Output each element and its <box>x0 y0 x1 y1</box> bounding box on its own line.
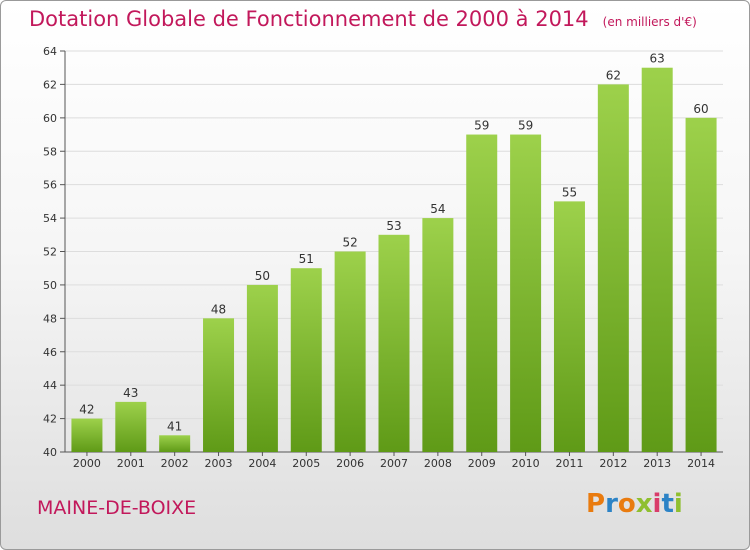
bar <box>159 435 191 452</box>
value-label: 55 <box>562 185 577 199</box>
proxiti-logo: Proxiti <box>586 489 683 519</box>
x-tick-label: 2011 <box>555 457 583 470</box>
x-tick-label: 2005 <box>292 457 320 470</box>
value-label: 54 <box>430 202 445 216</box>
bar <box>378 234 410 452</box>
brand-letter: i <box>673 489 683 519</box>
bar <box>641 67 673 452</box>
tick-labels: 40 42 44 46 48 50 52 54 56 58 60 62 64 2000 2001 2002 20… <box>43 45 715 470</box>
y-tick-label: 46 <box>43 346 57 359</box>
y-tick-label: 44 <box>43 379 57 392</box>
bar <box>422 218 454 452</box>
chart-unit: (en milliers d'€) <box>602 15 697 29</box>
bar <box>553 201 585 452</box>
brand-letter: P <box>586 489 606 519</box>
value-label: 53 <box>386 219 401 233</box>
y-tick-label: 48 <box>43 312 57 325</box>
bar <box>115 401 147 452</box>
bar <box>466 134 498 452</box>
x-tick-label: 2000 <box>73 457 101 470</box>
brand-letter: r <box>605 489 618 519</box>
bar <box>685 117 717 452</box>
x-tick-label: 2001 <box>117 457 145 470</box>
x-tick-label: 2009 <box>468 457 496 470</box>
y-tick-label: 54 <box>43 212 57 225</box>
value-label: 50 <box>255 269 270 283</box>
bar <box>510 134 542 452</box>
x-tick-label: 2007 <box>380 457 408 470</box>
y-tick-label: 60 <box>43 112 57 125</box>
y-tick-label: 40 <box>43 446 57 459</box>
value-label: 41 <box>167 419 182 433</box>
value-label: 51 <box>299 252 314 266</box>
bar <box>334 251 366 452</box>
x-tick-label: 2002 <box>161 457 189 470</box>
y-tick-label: 42 <box>43 413 57 426</box>
y-tick-label: 50 <box>43 279 57 292</box>
x-tick-label: 2004 <box>248 457 276 470</box>
x-tick-label: 2012 <box>599 457 627 470</box>
bar <box>246 284 278 452</box>
y-tick-label: 52 <box>43 246 57 259</box>
x-tick-label: 2014 <box>687 457 715 470</box>
x-tick-label: 2013 <box>643 457 671 470</box>
value-labels: 42 43 41 48 50 51 52 53 54 59 59 55 62 63 60 <box>79 52 708 434</box>
y-tick-label: 62 <box>43 78 57 91</box>
x-tick-label: 2003 <box>205 457 233 470</box>
bar <box>71 418 103 452</box>
bars <box>71 67 717 453</box>
commune-name: MAINE-DE-BOIXE <box>37 497 197 519</box>
value-label: 59 <box>474 119 489 133</box>
brand-letter: x <box>635 489 653 519</box>
y-tick-label: 56 <box>43 179 57 192</box>
value-label: 63 <box>650 52 665 66</box>
value-label: 52 <box>342 236 357 250</box>
value-label: 42 <box>79 403 94 417</box>
y-tick-label: 58 <box>43 145 57 158</box>
bar <box>290 268 322 452</box>
value-label: 43 <box>123 386 138 400</box>
x-tick-label: 2008 <box>424 457 452 470</box>
brand-letter: i <box>652 489 662 519</box>
chart-title: Dotation Globale de Fonctionnement de 20… <box>29 7 589 31</box>
x-tick-label: 2006 <box>336 457 364 470</box>
value-label: 59 <box>518 119 533 133</box>
brand-letter: t <box>661 489 674 519</box>
chart-title-block: Dotation Globale de Fonctionnement de 20… <box>29 7 697 31</box>
brand-letter: o <box>617 489 636 519</box>
value-label: 60 <box>693 102 708 116</box>
value-label: 48 <box>211 302 226 316</box>
y-tick-label: 64 <box>43 45 57 58</box>
x-tick-label: 2010 <box>512 457 540 470</box>
value-label: 62 <box>606 68 621 82</box>
bar <box>597 84 629 453</box>
bar <box>203 318 235 452</box>
